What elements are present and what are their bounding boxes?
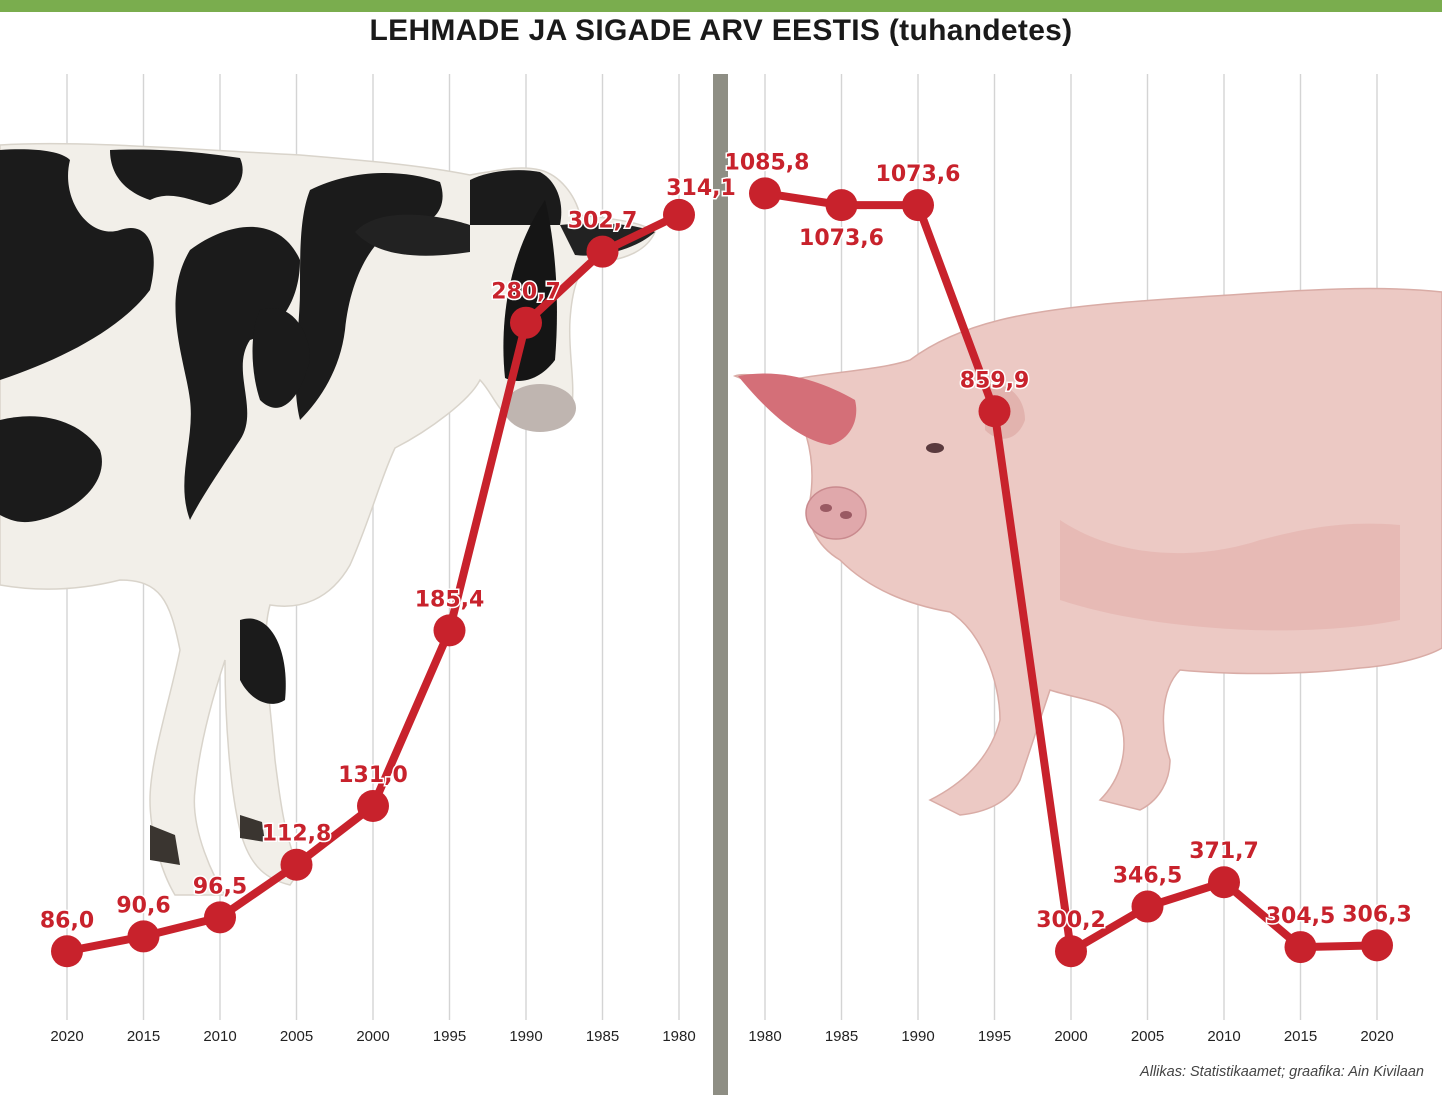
x-tick-label: 1985: [586, 1028, 619, 1045]
x-tick-label: 1990: [509, 1028, 542, 1045]
x-tick-label: 2020: [1360, 1028, 1393, 1045]
data-point: [1208, 866, 1240, 899]
data-label: 90,6: [116, 893, 170, 918]
data-label: 280,7: [491, 280, 561, 305]
x-tick-label: 2000: [1054, 1028, 1087, 1045]
x-tick-label: 1995: [978, 1028, 1011, 1045]
data-point: [433, 614, 466, 647]
data-point: [663, 198, 695, 231]
chart-title: LEHMADE JA SIGADE ARV EESTIS (tuhandetes…: [369, 14, 1073, 47]
x-tick-label: 2015: [127, 1028, 160, 1045]
data-point: [586, 235, 619, 268]
data-point: [127, 920, 160, 953]
data-point: [357, 789, 389, 822]
data-label: 859,9: [960, 368, 1030, 393]
data-point: [825, 189, 858, 222]
x-tick-label: 2005: [1131, 1028, 1164, 1045]
x-tick-label: 1995: [433, 1028, 466, 1045]
data-point: [749, 177, 781, 210]
x-tick-label: 1980: [662, 1028, 695, 1045]
data-label: 1085,8: [725, 150, 810, 175]
data-label: 185,4: [415, 587, 485, 612]
data-point: [1055, 935, 1087, 968]
x-tick-label: 2005: [280, 1028, 313, 1045]
x-tick-label: 2010: [1207, 1028, 1240, 1045]
data-point: [978, 395, 1011, 428]
x-axis-ticks: 2020 2015 2010 2005 2000 1995 1990 1985 1980 1980…: [50, 1028, 1393, 1045]
data-label: 112,8: [262, 822, 332, 847]
data-point: [902, 189, 934, 222]
data-point: [1284, 931, 1317, 964]
x-tick-label: 2015: [1284, 1028, 1317, 1045]
data-point: [204, 901, 236, 934]
data-labels: 86,0 90,6 96,5 112,8 131,0 185,4 280,7 302,7 314…: [38, 149, 1413, 935]
x-tick-label: 1980: [748, 1028, 781, 1045]
data-point: [51, 935, 83, 968]
x-tick-label: 2010: [203, 1028, 236, 1045]
x-tick-label: 2020: [50, 1028, 83, 1045]
data-point: [280, 848, 313, 881]
data-markers: [51, 177, 1393, 968]
source-credit: Allikas: Statistikaamet; graafika: Ain K…: [1140, 1064, 1424, 1080]
data-label: 300,2: [1036, 908, 1106, 933]
data-label: 131,0: [338, 763, 408, 788]
data-label: 346,5: [1113, 864, 1183, 889]
data-label: 306,3: [1342, 902, 1412, 927]
data-label: 86,0: [40, 908, 94, 933]
x-tick-label: 2000: [356, 1028, 389, 1045]
data-label: 96,5: [193, 874, 247, 899]
accent-bar: [0, 0, 1442, 12]
data-point: [1361, 929, 1393, 962]
x-tick-label: 1990: [901, 1028, 934, 1045]
data-label: 371,7: [1189, 839, 1259, 864]
cow-illustration: [0, 142, 656, 896]
data-point: [1131, 890, 1164, 923]
data-label: 1073,6: [799, 226, 884, 251]
x-tick-label: 1985: [825, 1028, 858, 1045]
data-label: 1073,6: [876, 162, 961, 187]
data-label: 302,7: [568, 209, 638, 234]
data-point: [510, 306, 542, 339]
data-label: 304,5: [1266, 904, 1336, 929]
panel-divider: [713, 74, 728, 1095]
data-label: 314,1: [666, 176, 736, 201]
